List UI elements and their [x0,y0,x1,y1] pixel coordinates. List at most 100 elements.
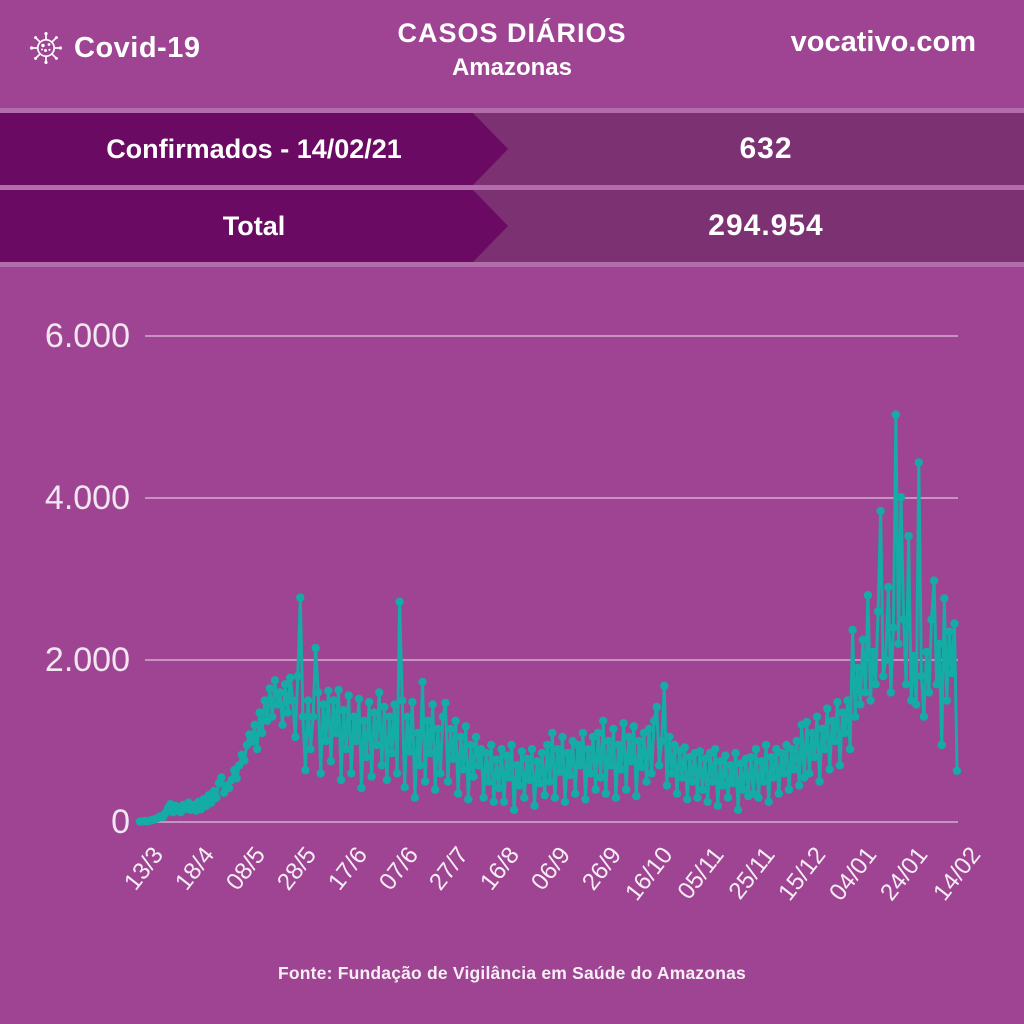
chart-point [380,702,389,712]
chart-point [614,740,623,750]
chart-point [591,785,600,794]
chart-point [438,712,448,721]
source-note: Fonte: Fundação de Vigilância em Saúde d… [277,963,746,983]
chart-point [627,757,636,766]
chart-point [301,766,310,775]
y-gridline [145,821,958,823]
chart-point [695,747,705,756]
chart-point [644,724,654,734]
chart-point [507,740,516,750]
chart-point [721,751,730,760]
chart-point [927,615,936,624]
chart-point [525,775,534,785]
chart-point [293,672,302,681]
chart-point [492,755,501,764]
chart-point [296,593,305,602]
chart-point [889,623,898,632]
chart-point [616,765,626,774]
chart-point [952,766,962,775]
chart-point [853,663,862,673]
chart-point [565,770,575,780]
chart-point [655,761,664,770]
page-subtitle: Amazonas [451,54,573,81]
chart-point [420,777,430,786]
chart-point [596,773,605,782]
chart-point [558,732,567,742]
chart-point [398,696,407,705]
chart-point [935,639,944,648]
chart-point [255,708,264,717]
chart-point [787,744,796,754]
chart-point [606,761,616,770]
chart-point [342,744,351,754]
chart-point [629,722,638,731]
chart-point [517,747,526,756]
chart-point [871,680,880,689]
chart-point [805,769,814,778]
chart-point [280,680,290,689]
chart-point [688,777,697,786]
chart-point [306,744,315,754]
chart-point [283,708,292,717]
chart-point [942,696,951,705]
chart-point [632,791,641,801]
chart-point [856,700,865,709]
chart-point [940,594,949,603]
chart-point [665,732,674,742]
chart-point [275,688,285,697]
stat-row-total: Total 294.954 [0,190,1024,262]
chart-point [583,744,593,754]
chart-point [494,783,504,793]
chart-point [731,748,740,758]
stat-value-confirmados: 632 [739,132,793,165]
chart-point [461,722,470,731]
chart-point [359,716,369,725]
chart-point [899,615,908,624]
chart-point [909,651,918,661]
chart-point [347,769,356,778]
chart-point [212,793,221,802]
stat-label-total: Total [222,210,286,241]
chart-point [817,724,827,734]
chart-point [728,778,738,788]
chart-point [456,732,465,742]
chart-point [767,753,776,762]
chart-point [370,708,379,717]
chart-point [812,712,822,721]
chart-point [937,740,946,750]
chart-point [291,732,300,742]
chart-point [601,789,610,798]
chart-point [637,762,646,772]
chart-point [441,698,450,708]
chart-point [917,672,926,681]
chart-point [698,785,707,794]
chart-point [604,736,613,746]
y-axis-tick-label: 6.000 [44,317,130,355]
chart-point [667,769,677,778]
chart-point [560,797,570,806]
chart-point [795,781,804,790]
chart-point [448,754,458,763]
chart-point [252,744,262,754]
chart-point [922,647,931,657]
chart-point [250,720,259,729]
chart-point [886,688,895,697]
chart-point [209,787,218,796]
separator-bottom [0,262,1024,267]
chart-point [375,688,384,697]
chart-point [410,793,420,802]
chart-point [321,736,330,746]
chart-point [443,777,453,786]
chart-point [550,793,560,802]
chart-point [240,756,249,765]
chart-point [683,795,692,804]
chart-point [593,728,603,738]
separator-middle [0,185,1024,190]
chart-point [385,712,394,721]
chart-point [499,797,509,806]
chart-point [660,681,669,691]
chart-point [377,761,386,770]
chart-point [273,700,282,709]
